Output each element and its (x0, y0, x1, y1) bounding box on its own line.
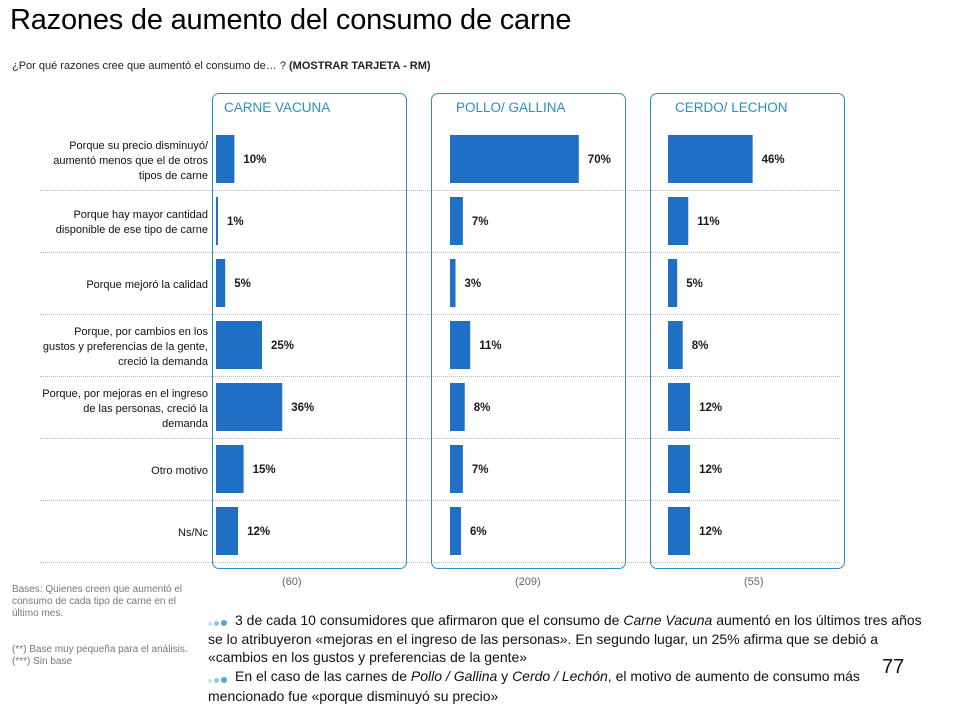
bar-value-label: 6% (470, 526, 487, 538)
footnote: (**) Base muy pequeña para el análisis. … (12, 644, 188, 667)
bar-value-label: 10% (243, 154, 266, 166)
bar (216, 135, 235, 183)
bar (216, 383, 283, 431)
row-separator (40, 562, 840, 563)
bar-value-label: 12% (699, 402, 722, 414)
series-title-pollo-gallina: POLLO/ GALLINA (456, 100, 566, 115)
bar (668, 259, 678, 307)
bar-value-label: 25% (271, 340, 294, 352)
base-carne-vacuna: (60) (282, 576, 302, 588)
question-subtitle: ¿Por qué razones cree que aumentó el con… (12, 60, 431, 72)
panel-pollo-gallina (431, 93, 626, 569)
row-separator (40, 314, 840, 315)
conclusion-2-text-a: En el caso de las carnes de (235, 668, 411, 685)
bar (450, 445, 463, 493)
bar (450, 135, 579, 183)
bar-value-label: 1% (227, 216, 244, 228)
bar (216, 259, 226, 307)
conclusion-2-emph-b: Cerdo / Lechón (512, 668, 608, 685)
bar (668, 197, 689, 245)
conclusions: 3 de cada 10 consumidores que afirmaron … (208, 611, 940, 706)
category-label: Porque mejoró la calidad (86, 278, 208, 291)
category-label: Porque hay mayor cantidad disponible de … (55, 209, 208, 236)
bar-value-label: 12% (699, 464, 722, 476)
conclusion-2-text-b: y (497, 668, 513, 685)
series-title-carne-vacuna: CARNE VACUNA (224, 100, 331, 115)
bar (668, 135, 753, 183)
bar-value-label: 70% (588, 154, 611, 166)
bar-value-label: 15% (253, 464, 276, 476)
bar (668, 507, 691, 555)
conclusion-1: 3 de cada 10 consumidores que afirmaron … (208, 611, 940, 666)
bar (668, 445, 691, 493)
bar (216, 321, 262, 369)
bar (450, 507, 462, 555)
bar-value-label: 12% (699, 526, 722, 538)
bar-value-label: 46% (762, 154, 785, 166)
bar (450, 259, 456, 307)
bullet-dots-icon (208, 669, 229, 687)
bar-value-label: 3% (465, 278, 482, 290)
bar (216, 445, 244, 493)
conclusion-1-text-b: aumentó en los últimos tres años se lo a… (208, 612, 922, 666)
panel-carne-vacuna (212, 93, 407, 569)
category-label: Porque su precio disminuyó/ aumentó meno… (53, 139, 208, 182)
row-separator (40, 500, 840, 501)
row-separator (40, 252, 840, 253)
bar-value-label: 12% (247, 526, 270, 538)
panel-cerdo-lechon (650, 93, 845, 569)
series-title-cerdo-lechon: CERDO/ LECHON (675, 100, 788, 115)
category-label: Ns/Nc (178, 526, 208, 539)
category-label: Porque, por cambios en los gustos y pref… (42, 325, 208, 368)
conclusion-2: En el caso de las carnes de Pollo / Gall… (208, 667, 940, 704)
bar-value-label: 5% (686, 278, 703, 290)
category-label: Otro motivo (151, 464, 208, 477)
bar (216, 507, 239, 555)
bar (450, 197, 463, 245)
bar-value-label: 7% (472, 216, 489, 228)
bar-value-label: 11% (697, 216, 719, 228)
bar-value-label: 8% (692, 340, 709, 352)
bar-value-label: 7% (472, 464, 489, 476)
bar (668, 383, 691, 431)
page-title: Razones de aumento del consumo de carne (10, 4, 572, 36)
bar (668, 321, 683, 369)
bar (450, 321, 471, 369)
conclusion-2-text-c: , el motivo de aumento de consumo más me… (208, 668, 860, 704)
base-cerdo-lechon: (55) (744, 576, 764, 588)
bases-note: Bases: Quienes creen que aumentó el cons… (12, 584, 183, 619)
row-separator (40, 190, 840, 191)
conclusion-1-text-a: 3 de cada 10 consumidores que afirmaron … (235, 612, 624, 628)
question-instruction: (MOSTRAR TARJETA - RM) (289, 60, 431, 72)
bar (216, 197, 218, 245)
conclusion-2-emph-a: Pollo / Gallina (410, 668, 498, 685)
bullet-dots-icon (208, 612, 229, 630)
page-number: 77 (882, 656, 905, 678)
bar-value-label: 8% (474, 402, 491, 414)
bar-value-label: 11% (479, 340, 501, 352)
question-text: ¿Por qué razones cree que aumentó el con… (12, 60, 286, 72)
bar (450, 383, 465, 431)
row-separator (40, 438, 840, 439)
category-label: Porque, por mejoras en el ingreso de las… (42, 387, 208, 430)
bar-value-label: 5% (234, 278, 251, 290)
base-pollo-gallina: (209) (515, 576, 541, 588)
conclusion-1-emph: Carne Vacuna (623, 612, 713, 628)
bar-value-label: 36% (291, 402, 314, 414)
row-separator (40, 376, 840, 377)
